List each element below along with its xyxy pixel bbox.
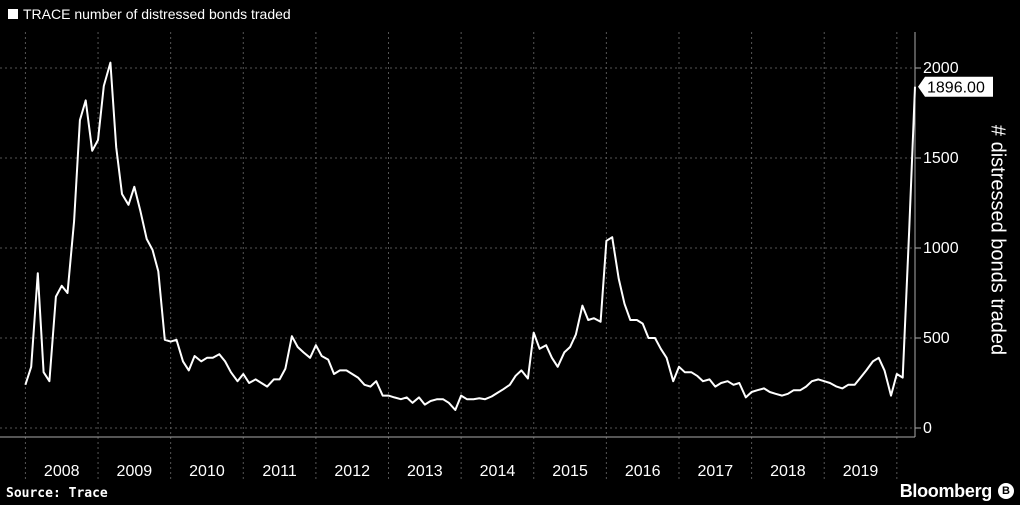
brand-logo: Bloomberg [899, 481, 993, 501]
x-tick-label: 2008 [44, 463, 80, 480]
legend-label: TRACE number of distressed bonds traded [23, 6, 291, 22]
x-tick-label: 2010 [189, 463, 225, 480]
x-tick-label: 2019 [843, 463, 879, 480]
legend-swatch [8, 9, 18, 19]
y-gridlines [0, 67, 915, 429]
y-axis-ticks: 0 500 1000 1500 2000 [914, 32, 959, 437]
x-tick-label: 2013 [407, 463, 443, 480]
y-tick-label: 0 [923, 420, 932, 437]
last-value-label: 1896.00 [918, 76, 993, 97]
x-tick-label: 2009 [117, 463, 153, 480]
y-tick-label: 2000 [923, 60, 959, 77]
x-tick-label: 2015 [552, 463, 588, 480]
x-tick-label: 2016 [625, 463, 661, 480]
x-tick-label: 2018 [770, 463, 806, 480]
brand-badge-icon: B [998, 483, 1014, 499]
last-value-box [918, 76, 993, 97]
legend: TRACE number of distressed bonds traded [8, 6, 291, 22]
series-line [24, 61, 916, 411]
y-tick-label: 1000 [923, 240, 959, 257]
x-tick-label: 2014 [480, 463, 516, 480]
y-tick-label: 1500 [923, 150, 959, 167]
x-tick-label: 2011 [262, 463, 297, 480]
x-gridlines [24, 32, 898, 480]
source-note: Source: Trace [6, 486, 108, 501]
x-tick-label: 2017 [698, 463, 734, 480]
y-axis-label: # distressed bonds traded [986, 124, 1009, 356]
x-tick-label: 2012 [334, 463, 370, 480]
series-group [24, 61, 916, 411]
x-axis: 2008 2009 2010 2011 2012 2013 2014 2015 2016 2017… [0, 436, 915, 480]
y-tick-label: 500 [923, 330, 950, 347]
last-value-text: 1896.00 [927, 80, 985, 97]
